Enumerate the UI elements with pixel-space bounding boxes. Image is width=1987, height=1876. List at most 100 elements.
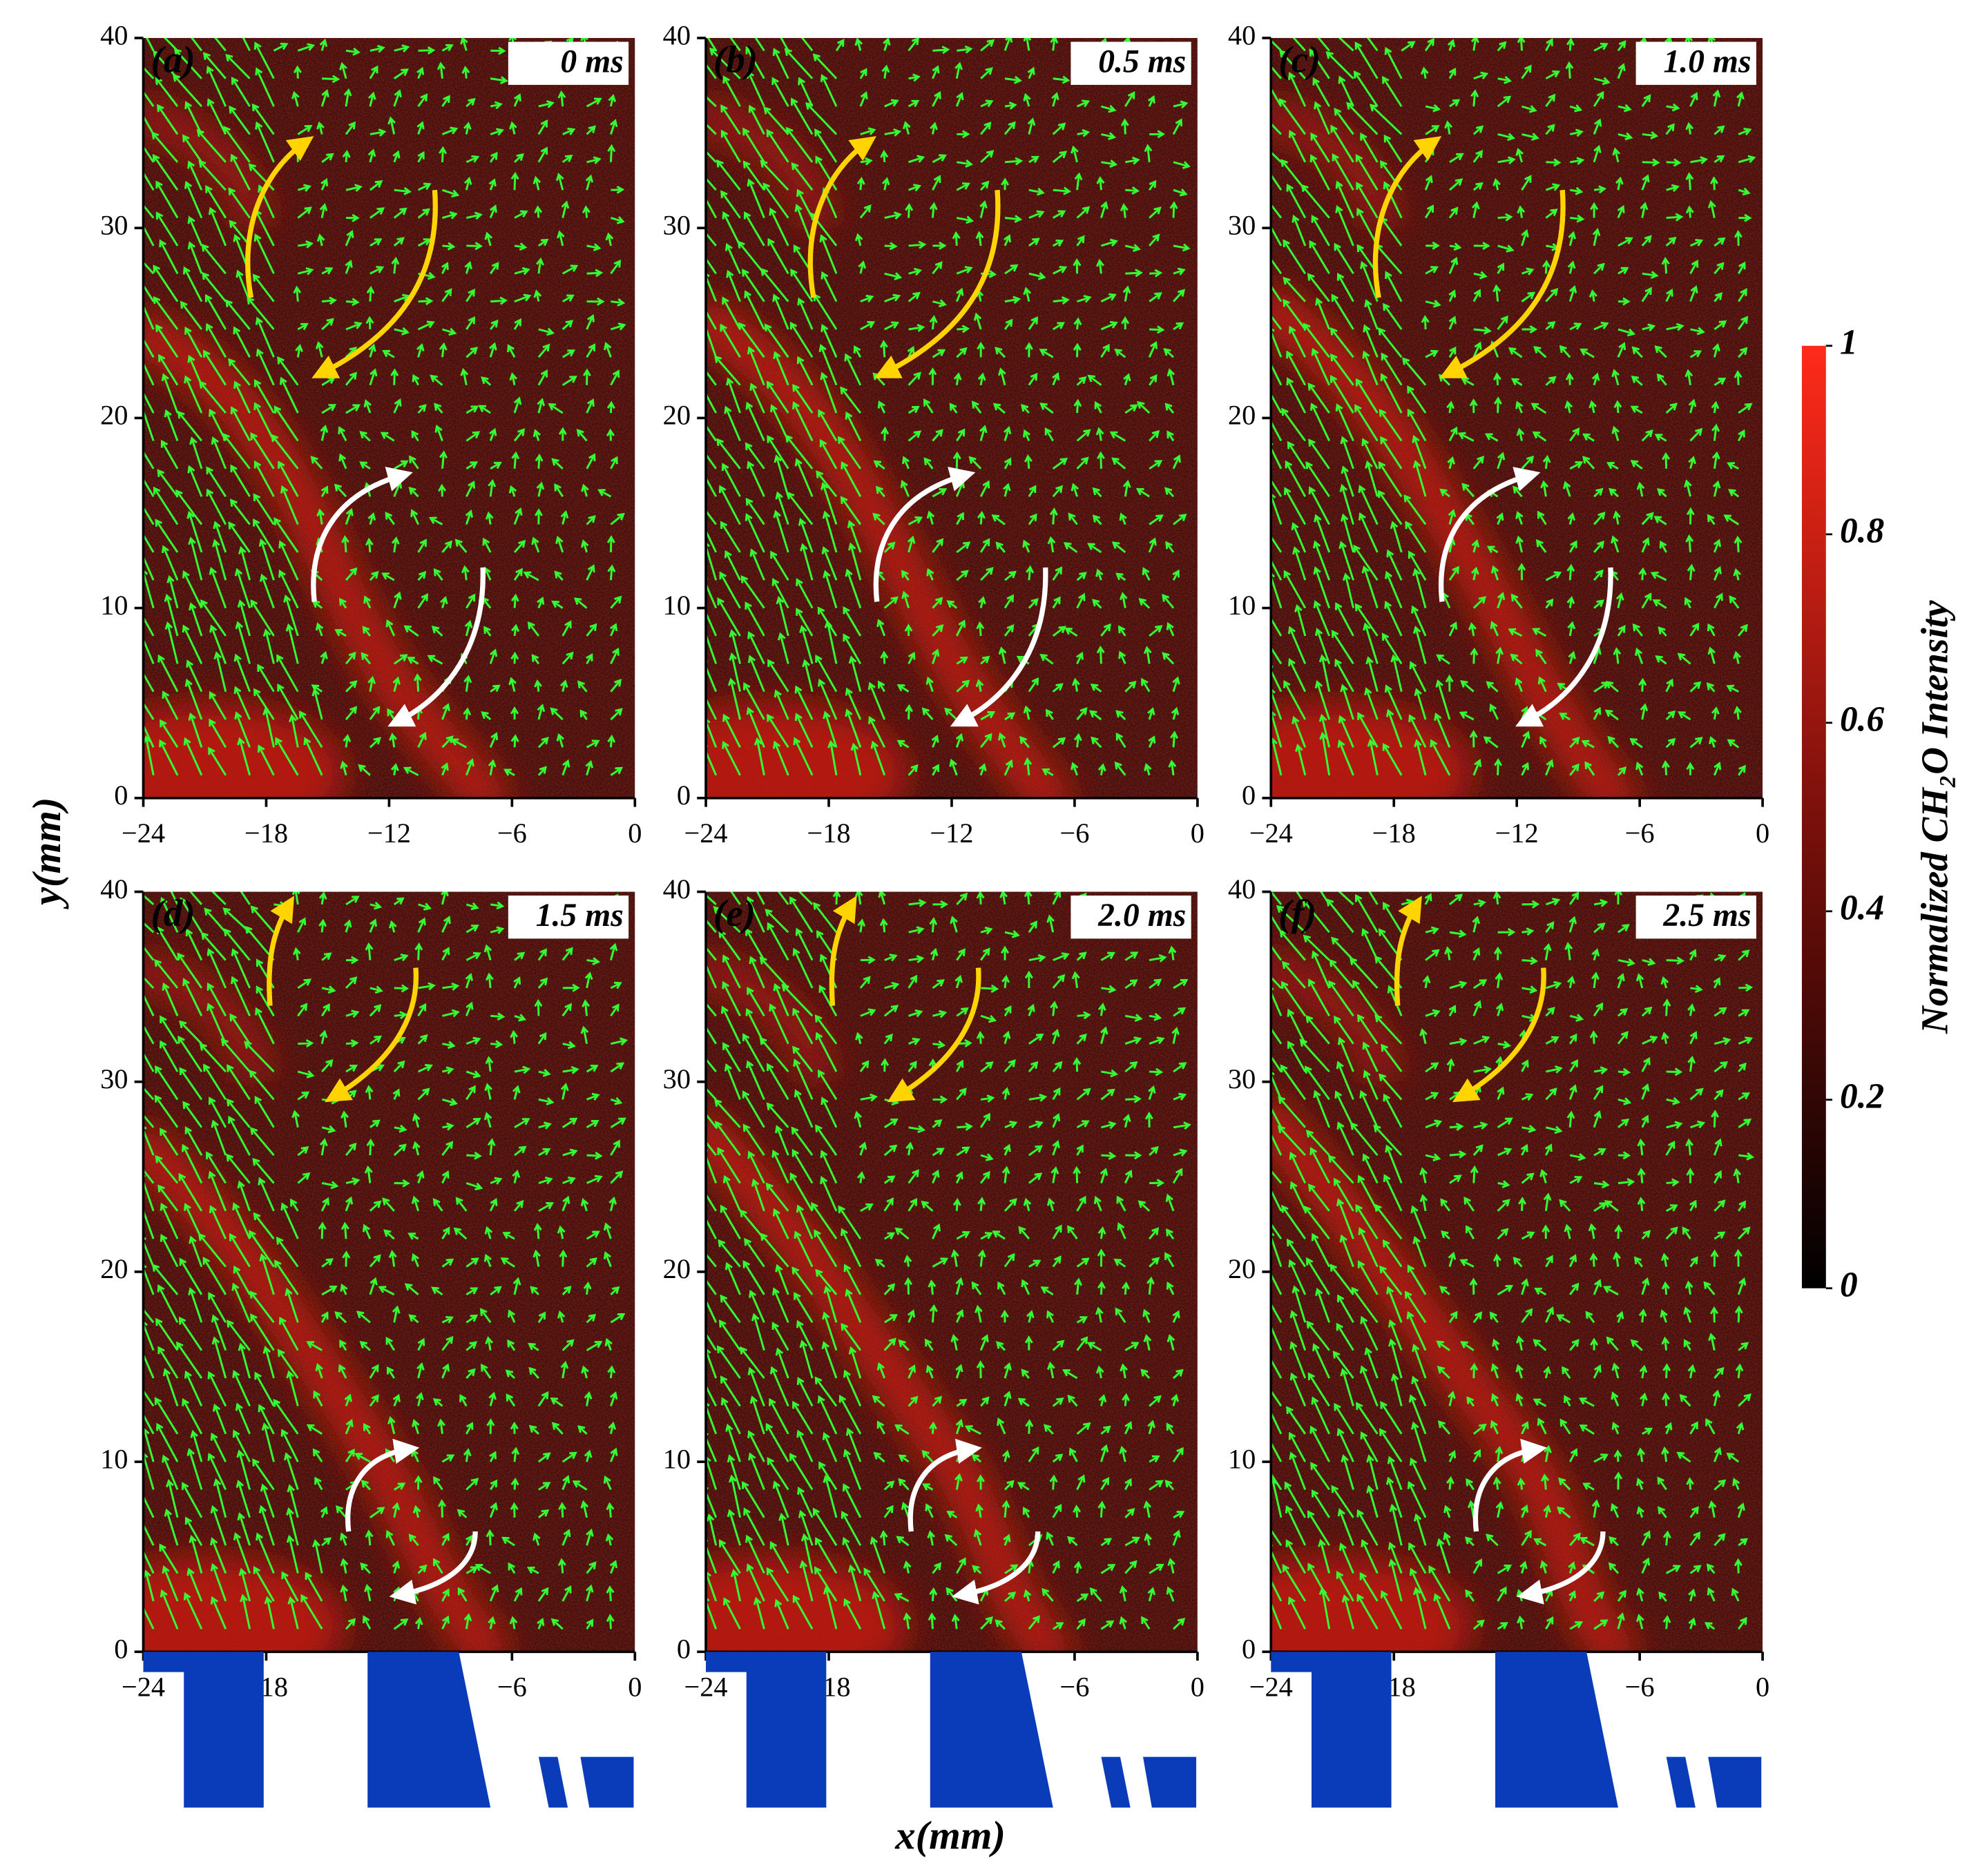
x-tick-label: 0 xyxy=(628,1672,642,1703)
x-tick-label: −24 xyxy=(684,1672,727,1703)
nozzle-part xyxy=(1666,1757,1696,1808)
y-tick-label: 40 xyxy=(100,19,128,50)
x-tick-label: −24 xyxy=(122,818,165,849)
flow-arrow xyxy=(311,467,413,602)
panel-label: (d) xyxy=(151,892,195,934)
y-tick-label: 40 xyxy=(663,873,691,905)
panel xyxy=(143,891,635,1652)
panel-label: (a) xyxy=(151,38,195,80)
panel-label: (c) xyxy=(1278,38,1321,80)
y-tick-label: 10 xyxy=(100,590,128,621)
y-tick-label: 0 xyxy=(677,1634,691,1665)
panel xyxy=(706,38,1198,798)
nozzle-part xyxy=(580,1757,634,1808)
time-box xyxy=(1071,896,1191,939)
panel-label: (b) xyxy=(713,38,758,80)
y-tick-label: 10 xyxy=(663,1443,691,1474)
nozzle-part xyxy=(1271,1652,1392,1808)
x-tick-label: −12 xyxy=(930,818,973,849)
flow-arrow xyxy=(873,467,976,602)
x-tick-label: −24 xyxy=(1249,818,1293,849)
x-tick-label: −24 xyxy=(122,1672,165,1703)
panel xyxy=(1271,891,1763,1652)
x-tick-label: 0 xyxy=(1191,1672,1204,1703)
time-box xyxy=(1635,41,1756,85)
time-box xyxy=(1635,896,1756,939)
flame-base xyxy=(1271,703,1474,798)
flow-arrow xyxy=(387,567,486,727)
x-tick-label: −6 xyxy=(1625,1672,1655,1703)
flame-top xyxy=(706,97,839,233)
x-tick-label: −6 xyxy=(497,818,527,849)
x-tick-label: −12 xyxy=(1495,818,1539,849)
flame-top xyxy=(1271,97,1404,233)
x-axis-label: x(mm) xyxy=(894,1812,1006,1857)
y-tick-label: 20 xyxy=(663,400,691,431)
x-tick-label: 0 xyxy=(1756,1672,1769,1703)
nozzle-part xyxy=(143,1652,264,1808)
flame-top xyxy=(1271,951,1404,1086)
x-tick-label: −18 xyxy=(807,818,850,849)
flame-front-line xyxy=(143,311,515,798)
velocity-vectors xyxy=(143,891,628,1630)
nozzle-part xyxy=(1101,1757,1131,1808)
time-label: 1.0 ms xyxy=(1663,44,1751,80)
x-tick-label: −18 xyxy=(1372,818,1416,849)
velocity-vectors xyxy=(1271,891,1755,1630)
colorbar-tick-label: 0.4 xyxy=(1840,889,1884,928)
colorbar-tick-label: 0.2 xyxy=(1840,1077,1884,1116)
y-tick-label: 20 xyxy=(1228,400,1256,431)
flame-base xyxy=(143,703,346,798)
flame-base xyxy=(706,703,909,798)
flow-arrow xyxy=(1394,896,1422,1006)
y-tick-label: 20 xyxy=(663,1253,691,1284)
nozzle-part xyxy=(538,1757,568,1808)
y-tick-label: 0 xyxy=(1242,780,1256,811)
nozzle xyxy=(706,1652,1197,1808)
y-tick-label: 10 xyxy=(100,1443,128,1474)
y-tick-label: 0 xyxy=(1242,1634,1256,1665)
flow-arrow xyxy=(345,1438,420,1532)
y-tick-label: 40 xyxy=(1228,873,1256,905)
panel xyxy=(1271,38,1763,798)
flow-arrow xyxy=(1452,967,1546,1103)
time-label: 1.5 ms xyxy=(536,898,624,934)
flow-arrow xyxy=(1439,189,1566,378)
flow-arrow xyxy=(908,1438,982,1532)
y-tick-label: 20 xyxy=(100,1253,128,1284)
flow-arrow xyxy=(267,896,295,1006)
flame-front-line xyxy=(143,1121,515,1652)
y-tick-label: 30 xyxy=(100,209,128,240)
y-tick-label: 0 xyxy=(114,1634,128,1665)
flame-front-line xyxy=(706,296,1077,798)
time-label: 0 ms xyxy=(560,44,623,80)
nozzle-part xyxy=(1708,1757,1762,1808)
nozzle-part xyxy=(367,1652,491,1808)
x-tick-label: 0 xyxy=(1191,818,1204,849)
flame-front-line xyxy=(706,1107,1077,1652)
time-label: 0.5 ms xyxy=(1098,44,1186,80)
x-tick-label: 0 xyxy=(628,818,642,849)
y-tick-label: 30 xyxy=(1228,1063,1256,1094)
nozzle-part xyxy=(1142,1757,1197,1808)
y-axis-label: y(mm) xyxy=(24,797,69,909)
nozzle-part xyxy=(1495,1652,1618,1808)
nozzle-part xyxy=(706,1652,827,1808)
x-tick-label: −24 xyxy=(1249,1672,1293,1703)
flame-front xyxy=(706,951,1077,1652)
velocity-vectors xyxy=(143,38,626,777)
x-tick-label: 0 xyxy=(1756,818,1769,849)
y-tick-label: 20 xyxy=(1228,1253,1256,1284)
x-tick-label: −18 xyxy=(244,818,288,849)
nozzle-part xyxy=(930,1652,1053,1808)
nozzle xyxy=(1271,1652,1762,1808)
y-tick-label: 30 xyxy=(1228,209,1256,240)
flow-arrow xyxy=(950,567,1048,727)
time-label: 2.0 ms xyxy=(1097,898,1186,934)
panel xyxy=(143,38,635,798)
y-tick-label: 40 xyxy=(100,873,128,905)
flow-arrow xyxy=(807,136,876,298)
flame-top xyxy=(143,951,276,1086)
y-tick-label: 30 xyxy=(100,1063,128,1094)
